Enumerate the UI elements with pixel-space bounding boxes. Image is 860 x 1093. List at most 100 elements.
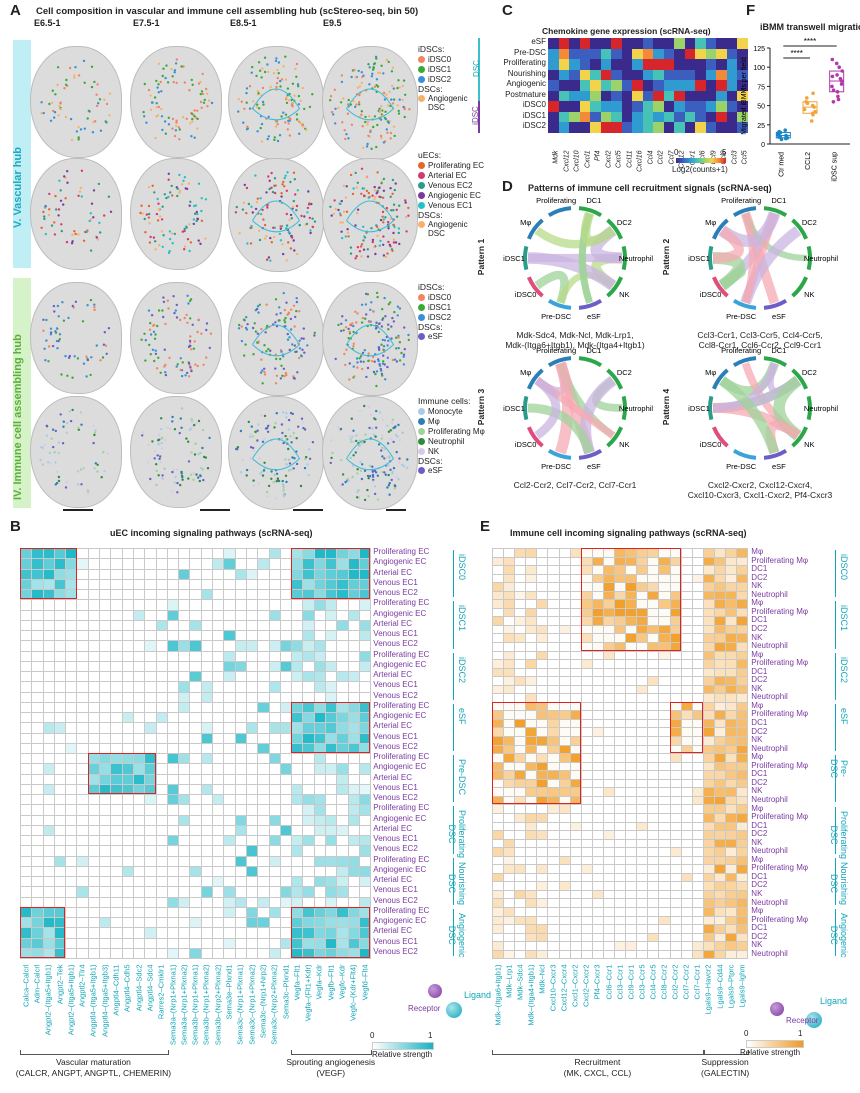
heatmap-cell	[246, 897, 259, 908]
legend-item: iDSC1	[418, 64, 498, 74]
spot	[239, 471, 243, 474]
heatmap-cell	[326, 784, 338, 795]
heatmap-cell	[559, 625, 571, 635]
group-bracket	[835, 806, 836, 854]
spot	[382, 92, 386, 95]
spot	[175, 365, 178, 368]
heatmap-cell	[224, 702, 236, 713]
heatmap-cell	[100, 866, 112, 877]
heatmap-cell	[269, 887, 281, 898]
heatmap-cell	[615, 600, 627, 609]
spot	[92, 424, 96, 428]
heatmap-cell	[737, 617, 749, 626]
spot	[290, 308, 293, 311]
heatmap-cell	[637, 677, 649, 686]
heatmap-cell	[504, 762, 516, 772]
heatmap-cell	[77, 590, 89, 601]
heatmap-cell	[615, 805, 627, 814]
heatmap-cell	[21, 784, 33, 795]
heatmap-cell	[77, 682, 89, 693]
heatmap-cell	[603, 685, 616, 695]
spot	[65, 240, 69, 244]
heatmap-cell	[726, 90, 737, 101]
data-point	[783, 128, 787, 132]
spot	[190, 135, 193, 138]
heatmap-cell	[681, 557, 693, 567]
heatmap-cell	[145, 600, 157, 611]
slice-spots	[39, 408, 110, 495]
spot	[276, 68, 279, 72]
heatmap-cell	[603, 608, 616, 618]
cell-legend: iDSCs: iDSC0 iDSC1 iDSC2 DSCs: eSF	[418, 282, 498, 341]
data-point	[777, 129, 781, 134]
spot	[259, 212, 263, 216]
heatmap-cell	[692, 745, 704, 755]
spot	[354, 76, 357, 79]
heatmap-column-label: Sema3c–(Nrp1+Plxna2)	[247, 964, 257, 1045]
heatmap-cell	[581, 719, 593, 729]
spot	[287, 99, 290, 102]
spot	[360, 192, 363, 195]
heatmap-cell	[111, 723, 123, 734]
spot	[390, 325, 393, 328]
spot	[295, 75, 298, 78]
heatmap-cell	[224, 600, 236, 611]
heatmap-cell	[235, 620, 247, 631]
heatmap-cell	[558, 101, 569, 112]
spot	[392, 241, 396, 244]
pattern-caption: Ccl3-Ccr1, Ccl3-Ccr5, Ccl4-Ccr5, Ccl8-Cc…	[697, 330, 823, 350]
tissue-slice	[30, 396, 122, 508]
heatmap-cell	[681, 617, 693, 626]
stage-label-3: E9.5	[323, 18, 342, 28]
spot	[279, 239, 283, 242]
heatmap-cell	[337, 928, 349, 939]
heatmap-cell	[637, 822, 649, 832]
heatmap-cell	[559, 591, 571, 601]
heatmap-cell	[548, 566, 560, 575]
heatmap-cell	[493, 933, 505, 943]
heatmap-cell	[235, 692, 247, 703]
spot	[102, 451, 105, 454]
heatmap-cell	[43, 641, 55, 652]
heatmap-cell	[246, 723, 259, 734]
vascular-hub-label: V. Vascular hub	[12, 147, 24, 228]
spot	[333, 199, 336, 202]
heatmap-cell	[548, 873, 560, 883]
spot	[363, 469, 367, 472]
heatmap-cell	[659, 608, 671, 618]
heatmap-cell	[269, 907, 281, 918]
heatmap-cell	[570, 660, 582, 669]
spot	[356, 312, 359, 315]
heatmap-cell	[122, 723, 134, 734]
spot	[187, 460, 191, 463]
heatmap-cell	[314, 672, 327, 683]
spot	[285, 301, 288, 304]
legend-heading: DSCs:	[418, 322, 443, 332]
footer-bracket	[20, 1050, 169, 1055]
heatmap-cell	[559, 865, 571, 874]
heatmap-cell	[179, 590, 191, 601]
chord-arc	[547, 356, 572, 368]
spot	[359, 360, 363, 363]
spot	[361, 463, 364, 466]
data-point	[810, 103, 815, 108]
heatmap-cell	[692, 685, 704, 695]
heatmap-cell	[592, 907, 604, 917]
spot	[44, 359, 47, 362]
heatmap-cell	[692, 660, 704, 669]
spot	[356, 181, 359, 184]
heatmap-cell	[626, 933, 638, 943]
chord-ribbon	[718, 376, 780, 455]
heatmap-cell	[21, 774, 33, 785]
highlight-box	[20, 548, 77, 600]
spot	[77, 126, 80, 129]
heatmap-cell	[714, 865, 726, 874]
spot	[89, 212, 92, 215]
chord-node-label: Mφ	[520, 368, 531, 377]
heatmap-cell	[659, 771, 671, 780]
spot	[149, 322, 152, 325]
significance-left: ****	[790, 49, 802, 58]
heatmap-cell	[156, 641, 168, 652]
heatmap-cell	[133, 692, 146, 703]
heatmap-cell	[258, 713, 270, 724]
